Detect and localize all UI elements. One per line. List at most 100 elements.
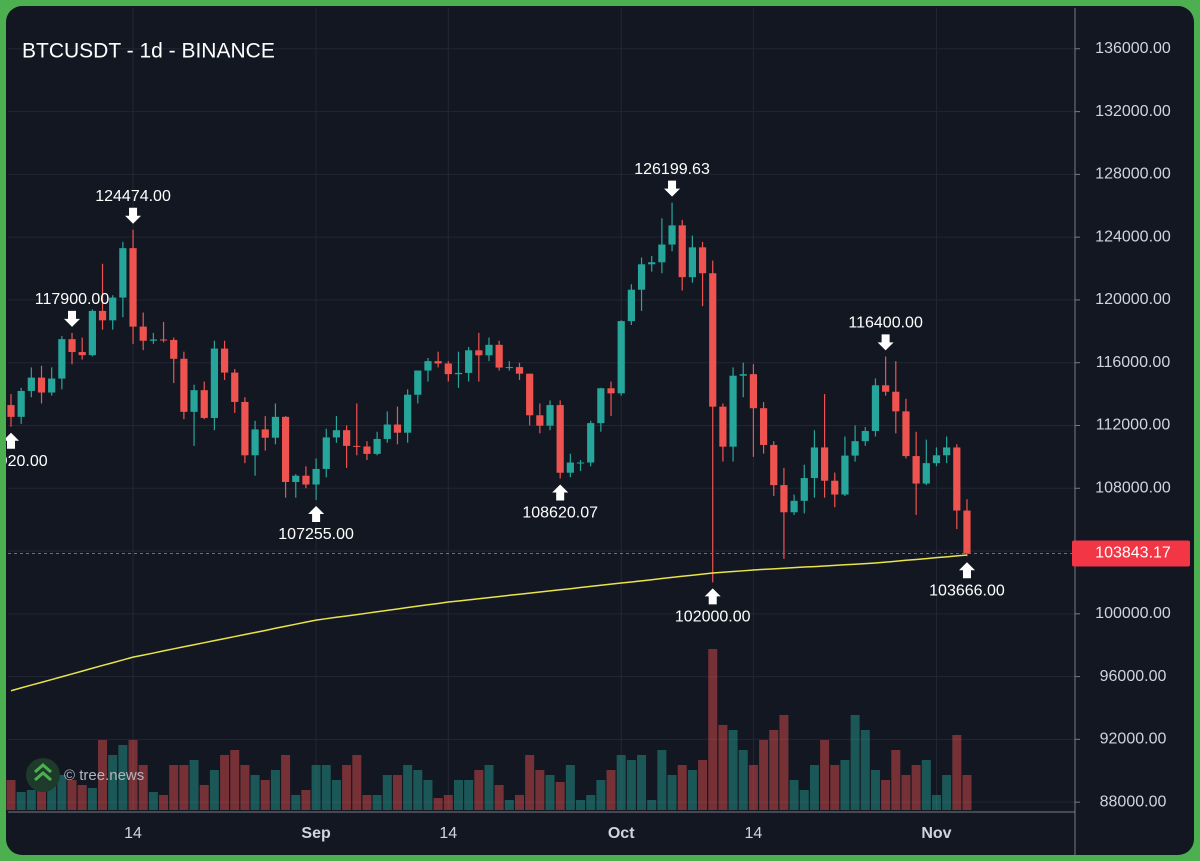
candle-body xyxy=(475,350,483,356)
volume-bar xyxy=(169,765,179,810)
candle-body xyxy=(190,390,198,412)
candle-body xyxy=(58,339,66,379)
candle-body xyxy=(698,247,707,274)
volume-bar xyxy=(118,745,128,810)
annotation-arrow xyxy=(704,588,721,605)
candle-body xyxy=(668,225,676,245)
candle-body xyxy=(678,225,686,278)
volume-bar xyxy=(667,775,677,810)
volume-bar xyxy=(199,785,209,810)
volume-bar xyxy=(677,765,687,810)
volume-bar xyxy=(820,740,830,810)
y-tick-label: 96000.00 xyxy=(1100,668,1167,685)
candle-body xyxy=(210,348,218,418)
volume-bar xyxy=(657,750,667,810)
volume-bar xyxy=(830,765,840,810)
volume-bar xyxy=(881,780,891,810)
candle-body xyxy=(515,367,524,374)
volume-bar xyxy=(809,765,819,810)
plot-area: 124474.00 117900.00 126199.63 116400.00 1119… xyxy=(6,8,1075,810)
volume-bar xyxy=(179,765,189,810)
volume-bar xyxy=(911,765,921,810)
candle-body xyxy=(627,289,635,322)
candle-body xyxy=(912,456,920,484)
volume-bar xyxy=(260,780,270,810)
candle-body xyxy=(98,310,107,321)
candle-body xyxy=(810,447,819,479)
candle-body xyxy=(180,358,188,412)
candle-body xyxy=(800,478,808,501)
y-tick-label: 136000.00 xyxy=(1095,40,1171,57)
volume-bar xyxy=(331,780,341,810)
volume-bar xyxy=(311,765,321,810)
candle-body xyxy=(27,377,35,391)
candle-body xyxy=(139,326,147,341)
candle-body xyxy=(688,247,696,278)
volume-bar xyxy=(942,775,952,810)
annotation-arrow xyxy=(552,484,569,501)
volume-bar xyxy=(270,770,280,810)
candle-body xyxy=(48,378,56,393)
candle-body xyxy=(749,374,758,409)
candle-body xyxy=(546,405,554,426)
logo-icon xyxy=(34,763,52,782)
candle-body xyxy=(424,361,432,371)
volume-bar xyxy=(392,775,402,810)
candle-body xyxy=(220,348,229,373)
candle-body xyxy=(88,310,96,356)
volume-bar xyxy=(47,785,57,810)
y-tick-label: 120000.00 xyxy=(1095,291,1171,308)
low-label: 102000.00 xyxy=(675,609,751,626)
candle-body xyxy=(322,437,330,469)
low-label: 103666.00 xyxy=(929,582,1005,599)
volume-bar xyxy=(148,792,158,810)
candle-body xyxy=(892,391,900,412)
volume-bar xyxy=(586,795,596,810)
volume-bar xyxy=(87,788,97,810)
candle-body xyxy=(119,248,127,298)
volume-bar xyxy=(748,765,758,810)
volume-bar xyxy=(413,770,423,810)
candle-body xyxy=(312,468,320,485)
candle-body xyxy=(566,462,574,473)
candle-body xyxy=(871,385,880,431)
volume-bar xyxy=(901,775,911,810)
volume-bar xyxy=(718,725,728,810)
volume-bar xyxy=(464,780,474,810)
volume-bar xyxy=(606,770,616,810)
volume-bar xyxy=(484,765,494,810)
volume-bar xyxy=(382,775,392,810)
volume-bar xyxy=(738,750,748,810)
high-label: 126199.63 xyxy=(634,161,710,178)
annotation-arrow xyxy=(6,432,19,449)
candle-body xyxy=(953,447,961,511)
x-tick-label: Nov xyxy=(921,825,951,842)
volume-bar xyxy=(728,730,738,810)
candle-body xyxy=(261,429,269,438)
candle-body xyxy=(271,416,280,438)
candle-body xyxy=(658,244,666,263)
candle-body xyxy=(465,350,473,373)
volume-bar xyxy=(159,795,169,810)
volume-bar xyxy=(921,760,931,810)
candle-body xyxy=(495,344,503,368)
chart: 124474.00 117900.00 126199.63 116400.00 1119… xyxy=(6,8,1190,855)
last-price-box xyxy=(1072,540,1190,567)
volume-bar xyxy=(189,760,199,810)
candle-body xyxy=(109,297,117,321)
volume-bar xyxy=(494,785,504,810)
chart-frame: 124474.00 117900.00 126199.63 116400.00 1119… xyxy=(6,6,1194,855)
low-label: 111920.00 xyxy=(6,453,48,470)
volume-bar xyxy=(952,735,962,810)
high-label: 116400.00 xyxy=(848,315,923,332)
candle-body xyxy=(770,444,778,486)
candle-body xyxy=(363,446,371,454)
volume-bar xyxy=(26,790,36,810)
candle-body xyxy=(637,264,646,290)
candle-body xyxy=(719,406,727,447)
high-label: 124474.00 xyxy=(95,188,171,205)
candle-body xyxy=(932,455,941,464)
volume-bar xyxy=(98,740,108,810)
candle-body xyxy=(617,321,625,394)
